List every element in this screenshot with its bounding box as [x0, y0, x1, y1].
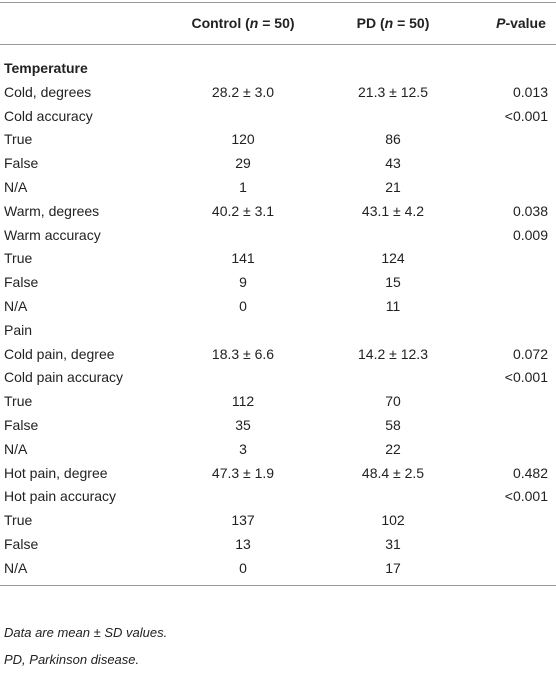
pd-value: 124: [381, 250, 405, 267]
row-label: True: [4, 512, 33, 529]
control-value: 0: [239, 298, 247, 314]
pd-value: 17: [385, 559, 401, 576]
p-value: <0.001: [504, 369, 548, 386]
pd-value: 21.3 ± 12.5: [358, 83, 428, 100]
row-label: False: [4, 536, 39, 552]
row-label: Temperature: [4, 60, 88, 76]
control-value: 0: [239, 559, 247, 576]
control-value: 13: [235, 536, 251, 552]
pd-value: 102: [381, 512, 405, 529]
column-header: PD (n = 50): [357, 14, 430, 32]
pd-value: 21: [385, 179, 401, 195]
p-value: 0.072: [512, 345, 548, 362]
row-label: True: [4, 131, 33, 148]
pd-value: 11: [385, 298, 401, 314]
column-header: P-value: [496, 14, 546, 32]
control-value: 9: [239, 274, 247, 291]
header-part: -value: [505, 15, 546, 31]
control-value: 40.2 ± 3.1: [211, 202, 275, 219]
row-label: Cold, degrees: [4, 83, 92, 100]
control-value: 112: [231, 393, 255, 410]
top-rule: [0, 2, 556, 3]
pd-value: 58: [385, 417, 401, 433]
pd-value: 43.1 ± 4.2: [361, 202, 425, 219]
row-label: Hot pain, degree: [4, 464, 108, 481]
row-label: N/A: [4, 440, 28, 457]
pd-value: 48.4 ± 2.5: [361, 464, 425, 481]
row-label: False: [4, 417, 39, 433]
header-rule: [0, 44, 556, 45]
header-part: P: [496, 15, 506, 31]
column-header: Control (n = 50): [191, 14, 294, 32]
header-part: n: [384, 15, 394, 31]
p-value: 0.013: [512, 83, 548, 100]
row-label: False: [4, 274, 39, 291]
row-label: N/A: [4, 559, 28, 576]
row-label: True: [4, 250, 33, 267]
control-value: 141: [231, 250, 255, 267]
row-label: N/A: [4, 179, 28, 195]
pd-value: 86: [385, 131, 401, 148]
p-value: 0.482: [512, 464, 548, 481]
pd-value: 14.2 ± 12.3: [358, 345, 428, 362]
row-label: N/A: [4, 298, 28, 314]
row-label: Cold accuracy: [4, 107, 93, 124]
note: Data are mean ± SD values.: [4, 625, 168, 640]
bottom-rule: [0, 585, 556, 586]
pd-value: 31: [385, 536, 401, 552]
control-value: 47.3 ± 1.9: [211, 464, 275, 481]
header-part: = 50): [258, 15, 295, 31]
p-value: 0.009: [512, 226, 548, 243]
pd-value: 15: [385, 274, 401, 291]
header-part: = 50): [393, 15, 430, 31]
header-part: PD (: [356, 15, 385, 31]
control-value: 137: [231, 512, 255, 529]
note: PD, Parkinson disease.: [4, 652, 140, 667]
pd-value: 70: [385, 393, 401, 410]
row-label: Hot pain accuracy: [4, 488, 117, 505]
p-value: <0.001: [504, 107, 548, 124]
p-value: 0.038: [512, 202, 548, 219]
control-value: 18.3 ± 6.6: [211, 345, 275, 362]
control-value: 28.2 ± 3.0: [211, 83, 275, 100]
control-value: 3: [239, 440, 247, 457]
p-value: <0.001: [504, 488, 548, 505]
row-label: Pain: [4, 321, 33, 338]
control-value: 29: [235, 155, 251, 172]
row-label: Cold pain accuracy: [4, 369, 124, 386]
header-part: Control (: [191, 15, 250, 31]
row-label: True: [4, 393, 33, 410]
control-value: 120: [231, 131, 255, 148]
row-label: Warm, degrees: [4, 202, 100, 219]
row-label: Cold pain, degree: [4, 345, 115, 362]
pd-value: 22: [385, 440, 401, 457]
row-label: False: [4, 155, 39, 172]
row-label: Warm accuracy: [4, 226, 101, 243]
control-value: 1: [239, 179, 247, 195]
header-part: n: [249, 15, 259, 31]
control-value: 35: [235, 417, 251, 433]
pd-value: 43: [385, 155, 401, 172]
